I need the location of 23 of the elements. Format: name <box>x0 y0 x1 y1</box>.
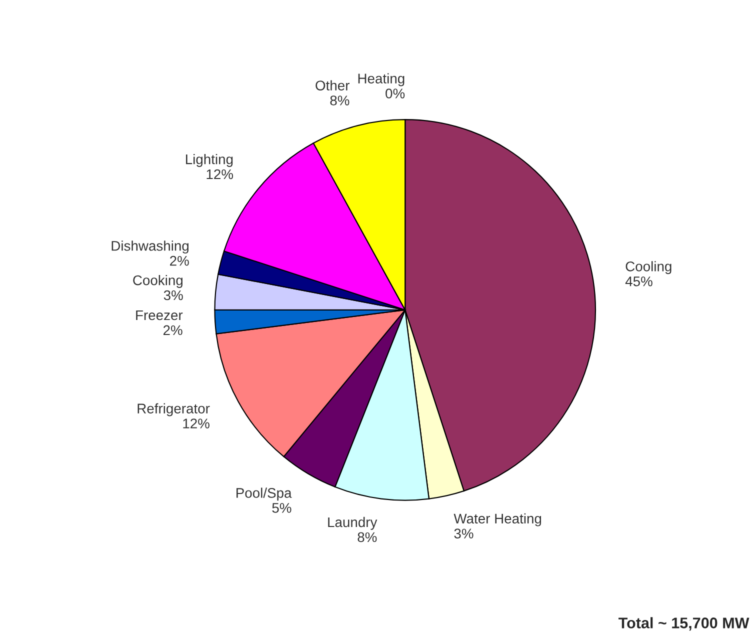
slice-label: Water Heating <box>454 513 542 526</box>
slice-label: Other <box>316 80 350 90</box>
slice-label: Refrigerator <box>138 403 210 416</box>
data-label: 2% <box>170 256 189 266</box>
data-label: 3% <box>164 290 183 300</box>
slice-label: Laundry <box>328 516 378 530</box>
category-label: Heating <box>358 73 404 86</box>
slice-label: Dishwashing <box>112 240 188 254</box>
text: 0% <box>386 88 405 98</box>
data-label: 2% <box>163 325 182 336</box>
slice-label: Freezer <box>136 310 183 320</box>
slice-label: Lighting <box>186 154 233 167</box>
data-label: 3% <box>454 528 474 538</box>
text: Total ~ 15,700 MW <box>618 617 750 631</box>
slice-label: Pool/Spa <box>236 488 292 501</box>
data-label: 8% <box>330 96 350 106</box>
slice-label: Cooling <box>626 261 672 274</box>
data-label: 5% <box>272 503 292 513</box>
data-label: 45% <box>625 276 652 286</box>
data-label: 8% <box>358 532 377 542</box>
slice-label: Cooking <box>133 275 182 288</box>
data-label: 12% <box>206 169 234 180</box>
data-label: 12% <box>183 418 210 428</box>
